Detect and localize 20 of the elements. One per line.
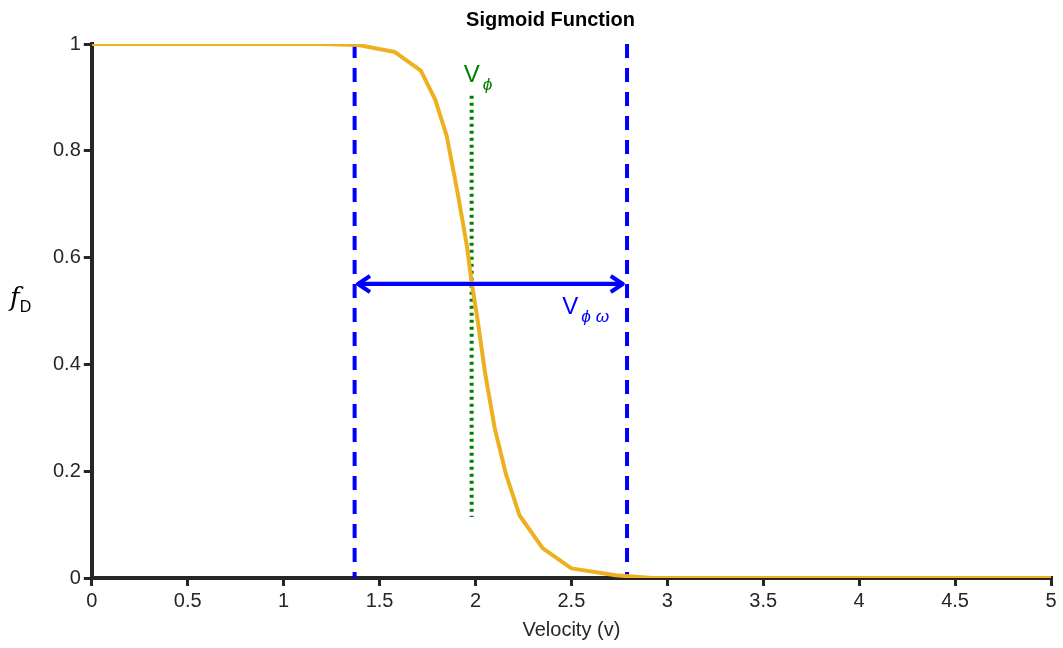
y-tick-label: 0.6 bbox=[52, 245, 81, 268]
x-tick-label: 2 bbox=[469, 588, 482, 611]
y-tick-label: 0 bbox=[69, 565, 81, 588]
x-axis-title: Velocity (v) bbox=[522, 617, 621, 640]
chart-title: Sigmoid Function bbox=[466, 7, 635, 30]
x-tick-label: 3.5 bbox=[749, 588, 778, 611]
y-tick-label: 0.2 bbox=[52, 458, 81, 481]
x-tick-label: 0 bbox=[86, 588, 98, 611]
x-tick-label: 3 bbox=[661, 588, 673, 611]
x-tick-label: 5 bbox=[1045, 588, 1057, 611]
x-tick-label: 4 bbox=[853, 588, 865, 611]
x-tick-label: 4.5 bbox=[941, 588, 969, 611]
y-tick-label: 0.4 bbox=[52, 351, 81, 374]
x-tick-label: 1.5 bbox=[365, 588, 394, 611]
x-tick-label: 2.5 bbox=[557, 588, 586, 611]
x-tick-label: 1 bbox=[278, 588, 290, 611]
y-axis-title: f$_{D}$ bbox=[10, 282, 32, 317]
x-tick-label: 0.5 bbox=[173, 588, 202, 611]
y-tick-label: 1 bbox=[69, 31, 81, 54]
y-tick-label: 0.8 bbox=[52, 138, 81, 161]
